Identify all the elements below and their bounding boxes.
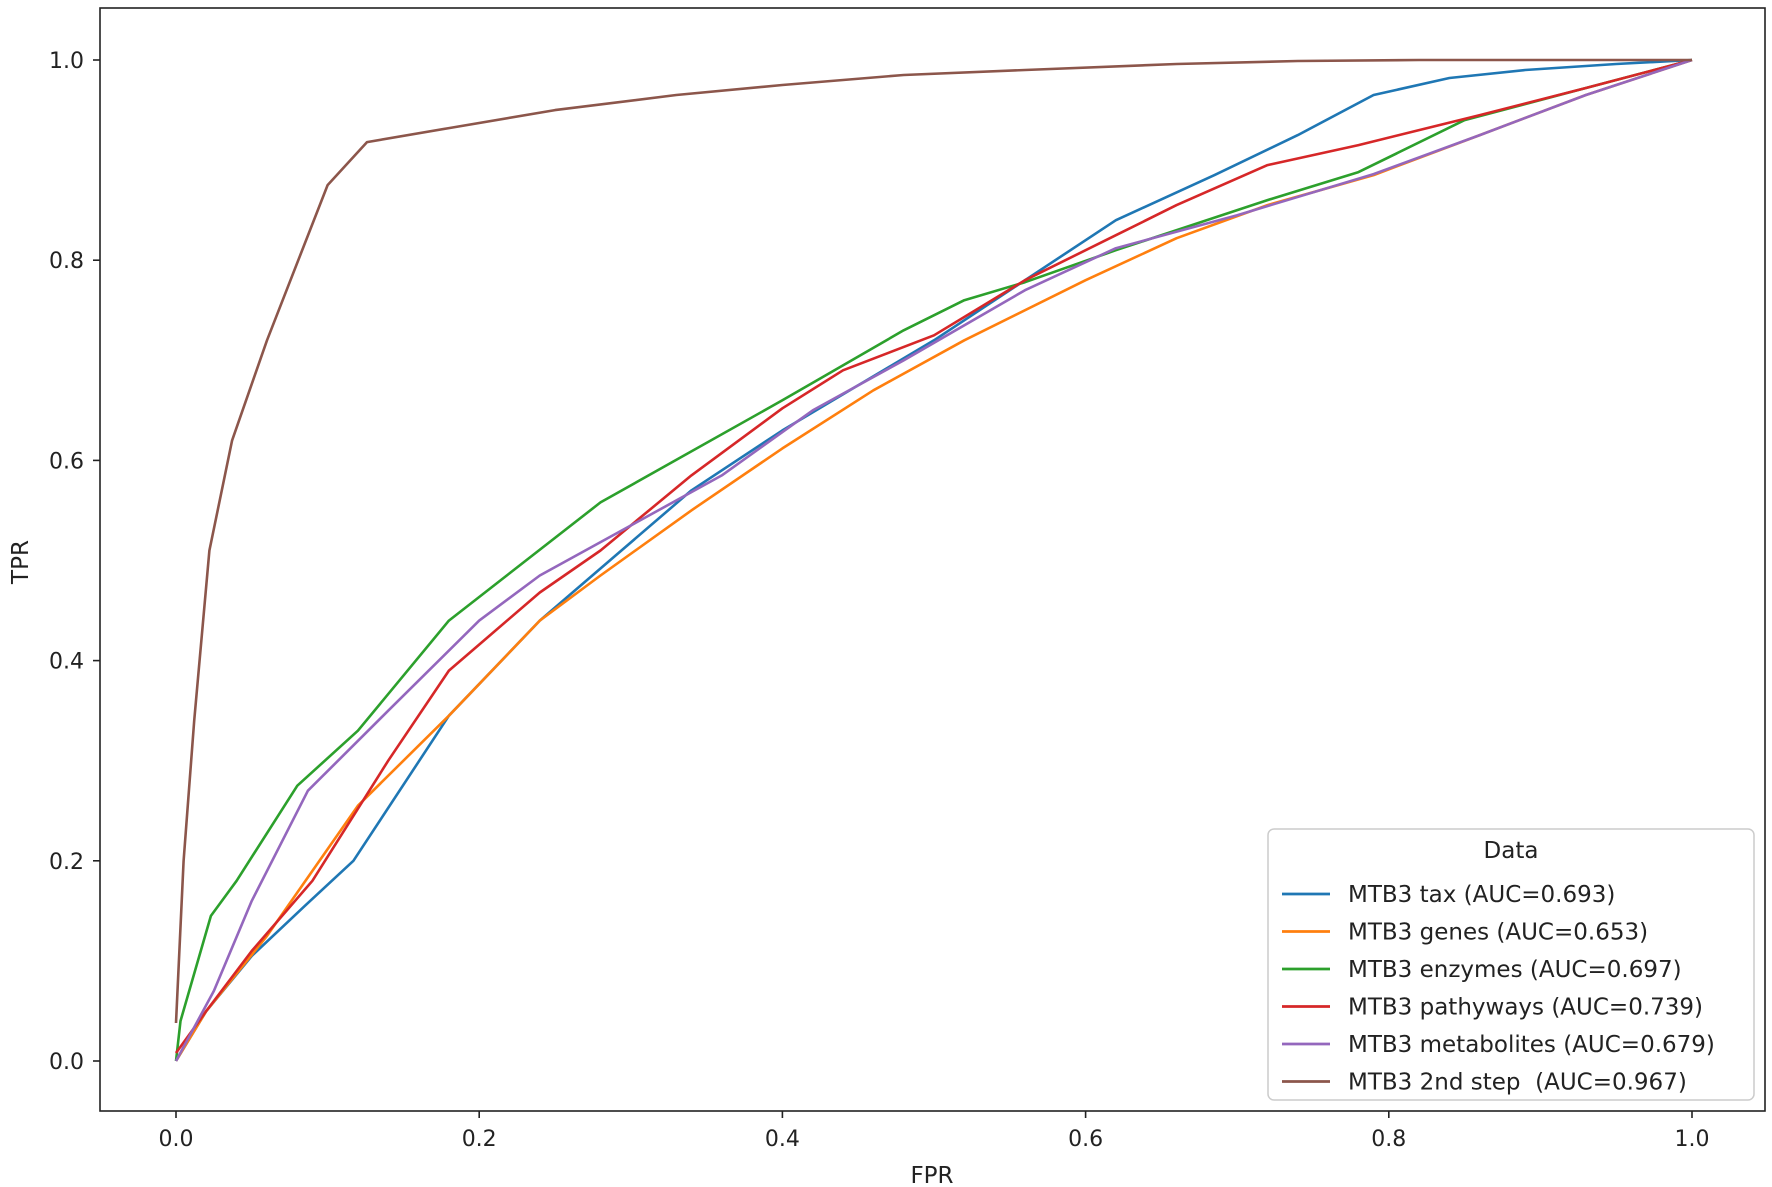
y-tick-label: 0.4 [49, 650, 84, 675]
legend-title: Data [1484, 838, 1539, 864]
legend: Data MTB3 tax (AUC=0.693) MTB3 genes (AUC… [1267, 828, 1755, 1101]
curves [174, 58, 1693, 1062]
y-axis-label: TPR [8, 540, 34, 585]
y-tick-label: 0.6 [49, 449, 84, 474]
legend-box [1267, 828, 1755, 1101]
x-axis-ticks: 0.0 0.2 0.4 0.6 0.8 1.0 [159, 1111, 1710, 1152]
legend-label: MTB3 tax (AUC=0.693) [1348, 882, 1615, 908]
x-tick-label: 0.8 [1371, 1127, 1406, 1152]
x-tick-label: 0.0 [159, 1127, 194, 1152]
y-tick-label: 0.8 [49, 249, 84, 274]
legend-items: MTB3 tax (AUC=0.693) MTB3 genes (AUC=0.65… [1282, 882, 1715, 1096]
series-line-5 [174, 58, 1693, 1062]
series-line-3 [174, 58, 1693, 1062]
y-axis-ticks: 0.0 0.2 0.4 0.6 0.8 1.0 [49, 49, 100, 1075]
series-line-6 [174, 58, 1692, 1024]
y-tick-label: 0.0 [49, 1050, 84, 1075]
x-tick-label: 0.4 [765, 1127, 800, 1152]
x-tick-label: 0.6 [1068, 1127, 1103, 1152]
legend-label: MTB3 genes (AUC=0.653) [1348, 920, 1648, 946]
legend-label: MTB3 2nd step (AUC=0.967) [1348, 1070, 1687, 1096]
x-axis-label: FPR [910, 1163, 953, 1187]
legend-label: MTB3 pathyways (AUC=0.739) [1348, 995, 1703, 1021]
legend-label: MTB3 enzymes (AUC=0.697) [1348, 957, 1682, 983]
y-tick-label: 1.0 [49, 49, 84, 74]
x-tick-label: 1.0 [1675, 1127, 1710, 1152]
series-line-4 [174, 58, 1693, 1054]
legend-label: MTB3 metabolites (AUC=0.679) [1348, 1032, 1715, 1058]
x-tick-label: 0.2 [462, 1127, 497, 1152]
y-tick-label: 0.2 [49, 850, 84, 875]
